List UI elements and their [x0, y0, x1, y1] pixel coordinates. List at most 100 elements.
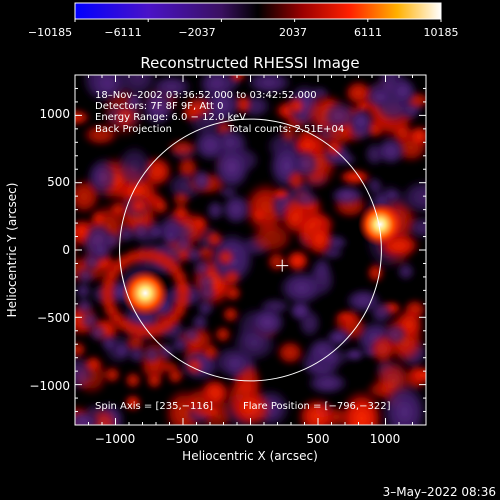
spin-axis-marker: [276, 259, 289, 272]
positive-sidelobe: [271, 188, 291, 199]
x-axis-label: Heliocentric X (arcsec): [182, 449, 318, 463]
source-ring-lobe: [197, 273, 216, 292]
positive-sidelobe: [338, 388, 385, 425]
source-ring-lobe: [185, 357, 204, 375]
negative-sidelobe: [325, 328, 353, 347]
positive-sidelobe: [337, 168, 372, 186]
source-ring-lobe: [75, 281, 93, 300]
positive-sidelobe: [229, 389, 273, 425]
x-tick-label-1: −500: [166, 432, 199, 446]
y-axis-label: Heliocentric Y (arcsec): [5, 183, 19, 318]
positive-sidelobe: [369, 333, 397, 366]
negative-sidelobe: [205, 199, 225, 221]
source-ring-lobe: [48, 281, 66, 299]
source-ring-lobe: [76, 267, 95, 285]
source-ring-lobe: [192, 258, 211, 277]
annotation-time-range: 18–Nov–2002 03:36:52.000 to 03:42:52.000: [95, 90, 317, 101]
annotation-energy-range: Energy Range: 6.0 − 12.0 keV: [95, 112, 246, 123]
source-ring-lobe: [103, 365, 122, 384]
source-ring-lobe: [224, 284, 243, 303]
source-ring-lobe: [213, 325, 232, 344]
source-ring-lobe: [109, 200, 127, 219]
footer-timestamp: 3–May–2022 08:36: [383, 485, 496, 499]
axes: [75, 75, 426, 425]
positive-sidelobe: [286, 169, 306, 191]
negative-sidelobe: [191, 168, 212, 193]
source-ring-lobe: [127, 345, 146, 364]
source-ring-lobe: [75, 297, 94, 315]
source-ring-lobe: [75, 330, 76, 334]
source-ring-lobe: [113, 341, 131, 360]
source-ring-lobe: [196, 299, 215, 318]
source-ring-lobe: [172, 203, 190, 222]
flare-source-0: [121, 269, 170, 317]
negative-sidelobe: [383, 188, 401, 201]
positive-sidelobe: [123, 393, 143, 412]
solar-disk-limb: [119, 118, 382, 382]
source-ring-lobe: [201, 343, 220, 361]
positive-sidelobe: [81, 123, 120, 147]
positive-sidelobe: [325, 122, 356, 148]
positive-sidelobe: [171, 191, 191, 208]
y-tick-label-0: −1000: [29, 379, 70, 393]
x-tick-label-3: 500: [307, 432, 330, 446]
positive-sidelobe: [296, 129, 315, 140]
negative-sidelobe: [400, 179, 426, 216]
annotation-total-counts: Total counts: 2.51E+04: [227, 124, 344, 135]
negative-sidelobe: [292, 190, 320, 208]
annotation-flare-position: Flare Position = [−796,−322]: [243, 401, 391, 412]
positive-sidelobe: [249, 219, 295, 256]
negative-sidelobe: [88, 160, 118, 195]
positive-sidelobe: [229, 75, 247, 83]
source-ring-lobe: [151, 197, 170, 216]
y-tick-label-3: 500: [47, 175, 70, 189]
source-ring-lobe: [173, 277, 192, 296]
x-tick-label-2: 0: [246, 432, 254, 446]
annotation-detectors: Detectors: 7F 8F 9F, Att 0: [95, 101, 223, 112]
flare-source-1: [357, 202, 403, 247]
source-ring-lobe: [124, 371, 142, 390]
negative-sidelobe: [221, 193, 252, 226]
negative-sidelobe: [245, 75, 293, 96]
positive-sidelobe: [250, 205, 269, 224]
negative-sidelobe: [140, 87, 175, 128]
colorbar-tick-4: 6111: [354, 26, 382, 39]
colorbar: [74, 2, 442, 20]
positive-sidelobe: [284, 249, 311, 273]
flare-sources: [121, 202, 403, 317]
positive-sidelobe: [275, 339, 305, 366]
image-texture: [48, 75, 426, 425]
colorbar-ticks: [74, 19, 442, 22]
negative-sidelobe: [248, 306, 287, 338]
annotation-spin-axis: Spin Axis = [235,−116]: [95, 401, 213, 412]
source-ring-lobe: [89, 209, 108, 228]
source-ring-lobe: [103, 231, 122, 250]
source-ring-lobe: [75, 222, 91, 241]
colorbar-tick-0: −10185: [28, 26, 72, 39]
source-ring-lobe: [166, 366, 185, 385]
positive-sidelobe: [391, 121, 414, 145]
chart-title: Reconstructed RHESSI Image: [140, 54, 359, 72]
negative-sidelobe: [312, 346, 354, 368]
negative-sidelobe: [203, 85, 242, 124]
source-ring-lobe: [170, 335, 189, 354]
x-tick-label-0: −1000: [95, 432, 136, 446]
y-tick-label-2: 0: [62, 243, 70, 257]
source-ring-lobe: [205, 229, 224, 248]
source-ring-lobe: [221, 305, 240, 324]
negative-sidelobe: [335, 152, 358, 167]
source-ring-lobe: [80, 311, 99, 330]
positive-sidelobe: [287, 97, 305, 115]
negative-sidelobe: [278, 269, 326, 307]
negative-sidelobe: [330, 185, 364, 207]
negative-sidelobe: [212, 143, 252, 192]
source-ring-lobe: [190, 214, 209, 233]
positive-sidelobe: [296, 396, 338, 425]
source-ring-lobe: [145, 371, 164, 390]
negative-sidelobe: [75, 410, 101, 425]
source-ring-lobe: [75, 340, 87, 359]
negative-sidelobe: [396, 262, 416, 281]
source-ring-lobe: [75, 242, 78, 256]
source-ring-lobe: [84, 355, 103, 374]
